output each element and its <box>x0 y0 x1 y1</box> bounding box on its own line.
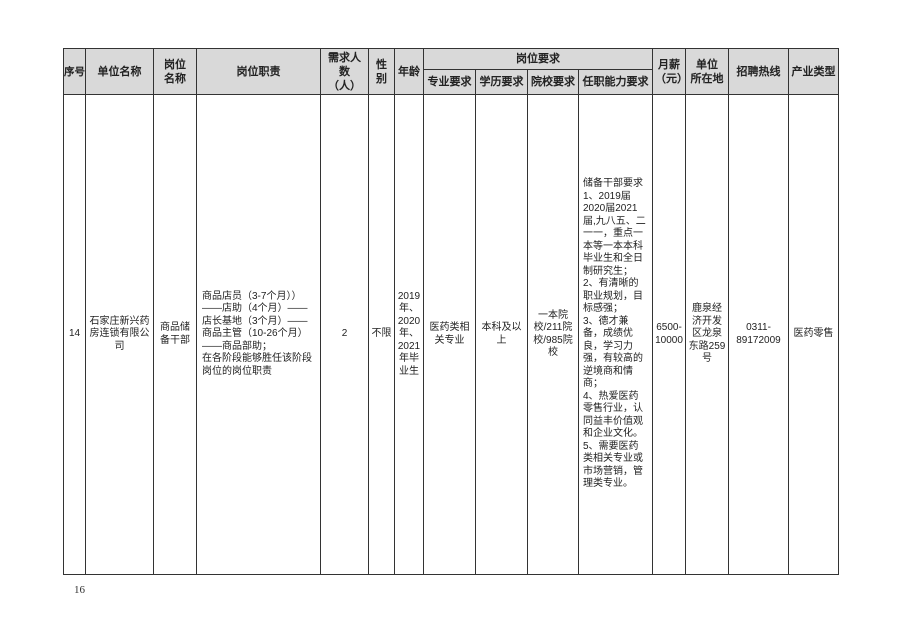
cell-industry-type: 医药零售 <box>788 94 839 575</box>
cell-school-requirement: 一本院校/211院校/985院校 <box>527 94 579 575</box>
cell-job-duties: 商品店员（3-7个月））——店助（4个月）——店长基地（3个月）——商品主管（1… <box>196 94 321 575</box>
cell-monthly-salary: 6500-10000 <box>652 94 686 575</box>
header-gender: 性 别 <box>368 48 395 95</box>
header-competency-requirement: 任职能力要求 <box>578 69 653 95</box>
cell-major-requirement: 医药类相关专业 <box>423 94 476 575</box>
header-school-requirement: 院校要求 <box>527 69 579 95</box>
header-age: 年龄 <box>394 48 424 95</box>
header-recruitment-hotline: 招聘热线 <box>728 48 789 95</box>
header-job-requirements-group: 岗位要求 <box>423 48 653 70</box>
header-company-location: 单位 所在地 <box>685 48 729 95</box>
cell-age: 2019年、2020年、2021年毕业生 <box>394 94 424 575</box>
header-position-name: 岗位 名称 <box>153 48 197 95</box>
cell-position-name: 商品储备干部 <box>153 94 197 575</box>
table-row: 14 石家庄新兴药房连锁有限公司 商品储备干部 商品店员（3-7个月））——店助… <box>63 94 839 575</box>
cell-gender: 不限 <box>368 94 395 575</box>
header-serial-number: 序号 <box>63 48 86 95</box>
cell-recruitment-hotline: 0311-89172009 <box>728 94 789 575</box>
header-industry-type: 产业类型 <box>788 48 839 95</box>
cell-headcount: 2 <box>320 94 369 575</box>
header-major-requirement: 专业要求 <box>423 69 476 95</box>
page-number: 16 <box>74 584 85 596</box>
cell-education-requirement: 本科及以上 <box>475 94 528 575</box>
cell-serial-number: 14 <box>63 94 86 575</box>
header-job-duties: 岗位职责 <box>196 48 321 95</box>
cell-competency-requirement: 储备干部要求 1、2019届2020届2021届,九八五、二一一，重点一本等一本… <box>578 94 653 575</box>
cell-company-location: 鹿泉经济开发区龙泉东路259号 <box>685 94 729 575</box>
header-education-requirement: 学历要求 <box>475 69 528 95</box>
header-company-name: 单位名称 <box>85 48 154 95</box>
header-row-group: 序号 单位名称 岗位 名称 岗位职责 需求人数 （人） 性 别 年龄 岗位要求 … <box>63 48 839 95</box>
header-monthly-salary: 月薪 （元） <box>652 48 688 95</box>
cell-company-name: 石家庄新兴药房连锁有限公司 <box>85 94 154 575</box>
header-headcount: 需求人数 （人） <box>320 48 369 95</box>
job-table: 序号 单位名称 岗位 名称 岗位职责 需求人数 （人） 性 别 年龄 岗位要求 … <box>63 48 839 575</box>
header-row-sub: 专业要求 学历要求 院校要求 任职能力要求 <box>64 69 839 95</box>
